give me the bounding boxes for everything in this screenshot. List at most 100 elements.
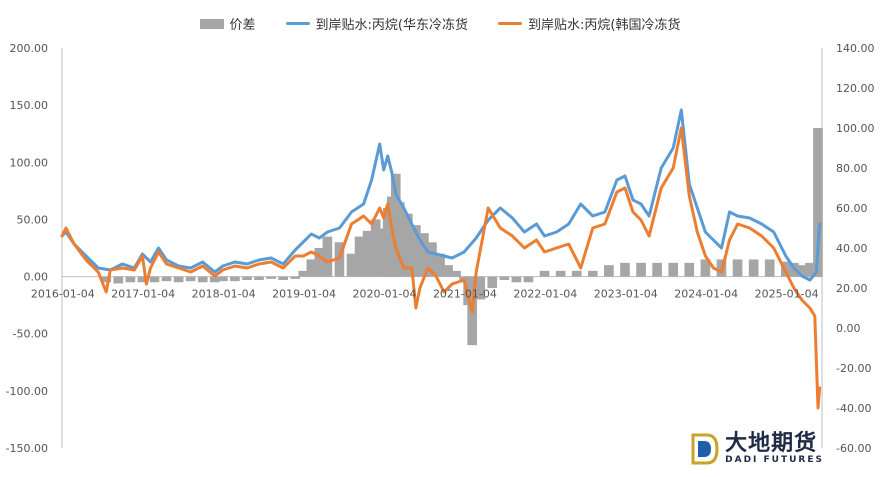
spread-bar (523, 276, 534, 283)
spread-bar (475, 276, 486, 300)
y-right-tick: 60.00 (836, 202, 868, 215)
spread-bar (230, 276, 240, 282)
spread-bars (101, 128, 823, 346)
y-right-tick: 120.00 (836, 82, 875, 95)
y-right-tick: 80.00 (836, 162, 868, 175)
y-left-tick: -150.00 (6, 442, 48, 455)
spread-bar (620, 262, 630, 277)
spread-bar (571, 270, 582, 277)
y-right-tick: 40.00 (836, 242, 868, 255)
spread-bar (487, 276, 498, 288)
spread-bar (402, 213, 413, 277)
spread-bar (443, 265, 453, 277)
y-right-tick: 20.00 (836, 282, 868, 295)
legend-item-east: 到岸贴水:丙烷(华东冷冻货 (285, 14, 468, 33)
spread-bar (125, 276, 136, 283)
spread-bar (427, 242, 437, 277)
x-tick: 2018-01-04 (192, 288, 256, 301)
spread-bar (161, 276, 172, 282)
spread-bar (797, 265, 807, 277)
chart-legend: 价差 到岸贴水:丙烷(华东冷冻货 到岸贴水:丙烷(韩国冷冻货 (0, 14, 880, 33)
spread-bar (636, 262, 646, 277)
y-right-tick: -40.00 (836, 402, 871, 415)
spread-bar (137, 276, 148, 283)
spread-bar (555, 270, 566, 277)
spread-bar (805, 262, 815, 277)
chart-grid (61, 48, 823, 448)
spread-bar (394, 202, 405, 277)
spread-bar (185, 276, 196, 282)
spread-bar (290, 276, 301, 279)
series-line-korea (60, 126, 822, 410)
legend-swatch-east (285, 22, 310, 25)
spread-bar (587, 270, 598, 277)
y-right-tick: -20.00 (836, 362, 871, 375)
spread-bar (209, 276, 220, 283)
y-left-tick: -50.00 (13, 328, 48, 341)
legend-label-korea: 到岸贴水:丙烷(韩国冷冻货 (528, 18, 681, 33)
legend-label-spread: 价差 (229, 18, 256, 33)
spread-bar (278, 276, 288, 280)
spread-bar (242, 276, 252, 280)
chart-axes: 200.00 150.00 100.00 50.00 0.00 -50.00 -100.00… (6, 42, 875, 455)
legend-swatch-korea (498, 22, 522, 25)
y-right-tick: 100.00 (836, 122, 875, 135)
x-tick: 2021-01-04 (433, 288, 497, 301)
x-tick: 2024-01-04 (674, 288, 738, 301)
y-right-tick: 140.00 (836, 42, 875, 55)
x-tick: 2023-01-04 (594, 288, 658, 301)
x-tick: 2025-01-04 (755, 288, 819, 301)
x-tick: 2019-01-04 (272, 288, 336, 301)
spread-bar (197, 276, 208, 283)
spread-bar (511, 276, 522, 283)
y-left-tick: 50.00 (17, 213, 49, 226)
x-tick: 2020-01-04 (353, 288, 417, 301)
spread-bar (499, 276, 510, 280)
x-tick: 2022-01-04 (513, 288, 577, 301)
logo-text-en: DADI FUTURES (725, 455, 824, 465)
y-left-tick: 100.00 (10, 156, 49, 169)
spread-bar (306, 259, 317, 277)
spread-bar (451, 270, 461, 277)
spread-bar (419, 233, 429, 277)
x-tick: 2017-01-04 (111, 288, 175, 301)
spread-bar (346, 253, 357, 277)
spread-bar (254, 276, 264, 280)
spread-bar (539, 270, 550, 277)
y-left-tick: 200.00 (10, 42, 49, 55)
spread-bar (668, 262, 679, 277)
legend-item-spread: 价差 (199, 14, 256, 33)
spread-bar (173, 276, 184, 283)
series-line-east (60, 108, 822, 282)
spread-bar (435, 253, 445, 277)
y-right-tick: -60.00 (836, 442, 871, 455)
spread-bar (322, 236, 333, 277)
logo-text-cn: 大地期货 (725, 431, 818, 456)
y-left-tick: 0.00 (24, 271, 49, 284)
legend-swatch-spread (199, 18, 224, 29)
spread-bar (149, 276, 160, 283)
y-right-tick: 0.00 (836, 322, 861, 335)
legend-label-east: 到岸贴水:丙烷(华东冷冻货 (315, 18, 468, 33)
spread-bar (813, 128, 823, 277)
spread-bar (732, 259, 743, 277)
spread-bar (218, 276, 228, 282)
spread-bar (101, 276, 112, 283)
spread-bar (604, 265, 614, 277)
spread-bar (266, 276, 276, 279)
legend-item-korea: 到岸贴水:丙烷(韩国冷冻货 (498, 14, 680, 33)
logo-text: 大地期货 DADI FUTURES (725, 431, 824, 466)
spread-bar (764, 259, 775, 277)
y-left-tick: 150.00 (10, 99, 49, 112)
x-tick: 2016-01-04 (31, 288, 95, 301)
spread-bar (652, 262, 662, 277)
spread-bar (354, 236, 365, 277)
spread-bar (314, 248, 325, 277)
y-left-tick: -100.00 (6, 385, 48, 398)
company-logo: 大地期货 DADI FUTURES (689, 433, 824, 465)
spread-bar (370, 219, 381, 277)
spread-bar (113, 276, 124, 284)
spread-bar (298, 270, 309, 277)
spread-bar (700, 259, 711, 277)
